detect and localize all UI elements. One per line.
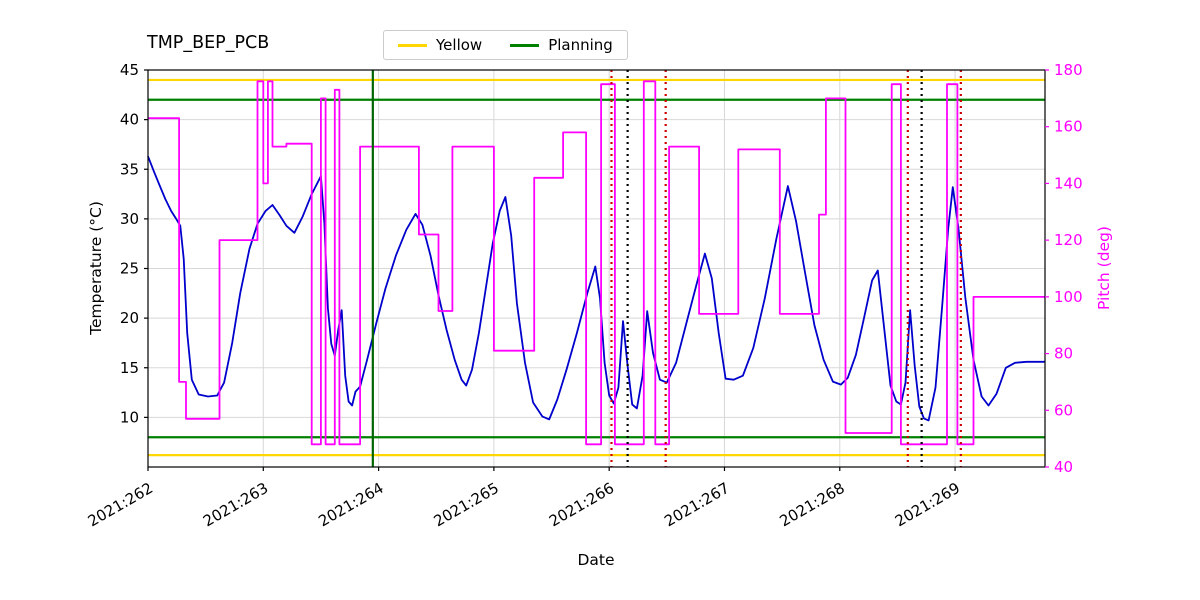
y-left-tick-label: 30 xyxy=(120,210,139,228)
planning-limit-line-swatch xyxy=(510,43,540,47)
yellow-limit-line-swatch xyxy=(398,43,427,47)
x-tick-label: 2021:265 xyxy=(431,479,502,531)
y-right-tick-label: 180 xyxy=(1054,61,1083,79)
y-left-tick-label: 20 xyxy=(120,309,139,327)
y-right-tick-label: 60 xyxy=(1054,401,1073,419)
y-left-tick-label: 10 xyxy=(120,408,139,426)
y-axis-label-temperature: Temperature (°C) xyxy=(87,201,105,335)
y-left-tick-label: 15 xyxy=(120,359,139,377)
legend-label-yellow: Yellow xyxy=(436,36,483,54)
y-left-tick-label: 40 xyxy=(120,111,139,129)
legend-label-planning: Planning xyxy=(548,36,613,54)
pitch-series-line xyxy=(148,80,1045,446)
x-tick-label: 2021:266 xyxy=(546,479,617,531)
x-tick-label: 2021:267 xyxy=(661,479,732,531)
x-axis-label-date: Date xyxy=(577,551,615,569)
y-axis-label-pitch: Pitch (deg) xyxy=(1095,226,1113,310)
legend: Yellow Planning xyxy=(383,30,628,60)
y-left-tick-label: 25 xyxy=(120,260,139,278)
legend-item-planning: Planning xyxy=(510,36,613,54)
y-right-tick-label: 140 xyxy=(1054,174,1083,192)
x-tick-label: 2021:263 xyxy=(200,479,271,531)
x-tick-label: 2021:262 xyxy=(85,479,156,531)
y-right-tick-label: 80 xyxy=(1054,345,1073,363)
y-right-tick-label: 40 xyxy=(1054,458,1073,476)
x-tick-label: 2021:268 xyxy=(777,479,848,531)
y-right-tick-label: 100 xyxy=(1054,288,1083,306)
x-tick-label: 2021:269 xyxy=(892,479,963,531)
temperature-series-line xyxy=(147,155,1045,422)
y-right-tick-label: 120 xyxy=(1054,231,1083,249)
x-tick-label: 2021:264 xyxy=(315,479,386,531)
y-left-tick-label: 35 xyxy=(120,160,139,178)
legend-item-yellow: Yellow xyxy=(398,36,482,54)
chart-title: TMP_BEP_PCB xyxy=(147,33,270,53)
y-right-tick-label: 160 xyxy=(1054,118,1083,136)
y-left-tick-label: 45 xyxy=(120,61,139,79)
